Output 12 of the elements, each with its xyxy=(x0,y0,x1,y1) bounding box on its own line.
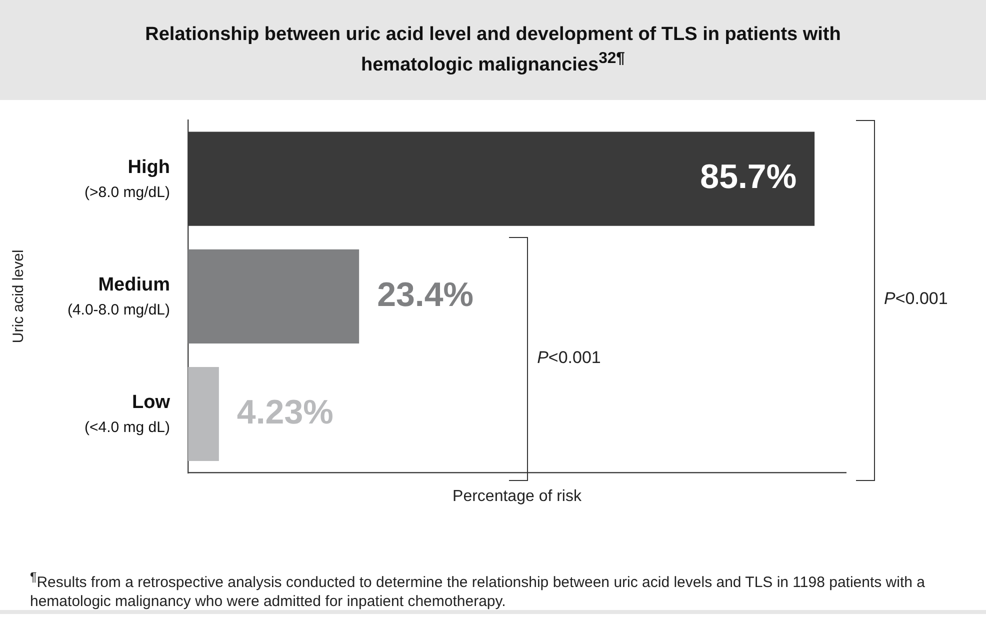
x-axis-title: Percentage of risk xyxy=(452,488,582,505)
text: $^{¶}$Results from a retrospective analysis conducted to determine the relationship between uric acid levels and TLS in 1198 patients with a hematologic malignancy who were admitted for inpatient chemotherapy. xyxy=(30,569,926,611)
data-label: 23.4% xyxy=(377,276,474,314)
y-axis-title: Uric acid level xyxy=(10,250,28,344)
text: P<0.001 xyxy=(884,289,948,310)
y-tick-label: High (>8.0 mg/dL) xyxy=(84,156,170,201)
y-tick-label: Medium (4.0-8.0 mg/dL) xyxy=(67,274,170,318)
chart-title: Relationship between uric acid level and development of TLS in patients with hematologic malignancies$^{32¶}$ xyxy=(144,22,842,78)
data-label: 85.7% xyxy=(700,158,797,196)
data-label: 4.23% xyxy=(236,393,334,432)
y-tick-label: Low (<4.0 mg dL) xyxy=(84,392,170,436)
annotation: P<0.001 xyxy=(537,348,601,368)
